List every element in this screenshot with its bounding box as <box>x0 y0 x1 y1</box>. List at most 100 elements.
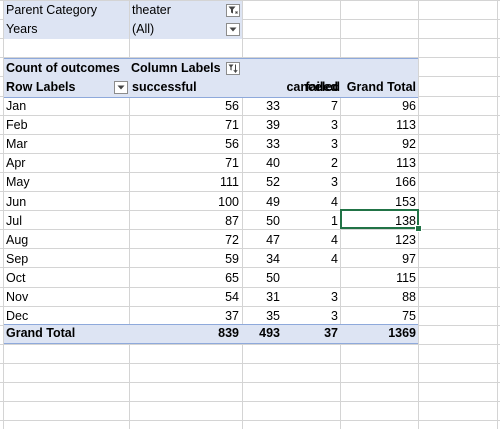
filter-label-parent-category: Parent Category <box>6 3 98 17</box>
row-divider <box>0 229 500 230</box>
years-filter-button[interactable] <box>226 23 240 36</box>
filter-value-parent-category: theater <box>132 3 171 17</box>
cell-failed[interactable]: 33 <box>266 137 280 151</box>
cell-canceled[interactable]: 4 <box>331 252 338 266</box>
cell-grand-total[interactable]: 153 <box>395 195 416 209</box>
row-label[interactable]: Feb <box>6 118 28 132</box>
cell-failed[interactable]: 40 <box>266 156 280 170</box>
cell-failed[interactable]: 49 <box>266 195 280 209</box>
cell-failed[interactable]: 52 <box>266 175 280 189</box>
row-labels-header: Row Labels <box>6 80 76 94</box>
filter-funnel-icon <box>228 6 238 14</box>
grand-total-canceled[interactable]: 37 <box>324 326 338 340</box>
value-field-header: Count of outcomes <box>6 61 120 75</box>
cell-canceled[interactable]: 2 <box>331 156 338 170</box>
cell-grand-total[interactable]: 92 <box>402 137 416 151</box>
cell-canceled[interactable]: 7 <box>331 99 338 113</box>
cell-canceled[interactable]: 3 <box>331 175 338 189</box>
cell-successful[interactable]: 56 <box>225 99 239 113</box>
cell-successful[interactable]: 111 <box>219 175 239 189</box>
column-labels-header: Column Labels <box>131 61 221 75</box>
row-label[interactable]: Sep <box>6 252 29 266</box>
filter-label-years: Years <box>6 22 38 36</box>
column-header-canceled: canceled <box>286 80 340 94</box>
row-label[interactable]: Aug <box>6 233 29 247</box>
row-label[interactable]: Apr <box>6 156 26 170</box>
row-label[interactable]: Jul <box>6 214 22 228</box>
column-divider <box>129 0 130 429</box>
row-divider <box>0 210 500 211</box>
cell-successful[interactable]: 56 <box>225 137 239 151</box>
cell-canceled[interactable]: 1 <box>331 214 338 228</box>
cell-failed[interactable]: 33 <box>266 99 280 113</box>
column-header-successful: successful <box>132 80 197 94</box>
cell-failed[interactable]: 31 <box>266 290 280 304</box>
cell-grand-total[interactable]: 138 <box>395 214 416 228</box>
cell-canceled[interactable] <box>280 269 338 288</box>
cell-failed[interactable]: 50 <box>266 214 280 228</box>
cell-canceled[interactable]: 3 <box>331 309 338 323</box>
filter-value-years: (All) <box>132 22 155 36</box>
cell-canceled[interactable]: 4 <box>331 233 338 247</box>
cell-successful[interactable]: 54 <box>225 290 239 304</box>
fill-handle[interactable] <box>415 225 422 232</box>
cell-successful[interactable]: 87 <box>225 214 239 228</box>
row-label[interactable]: Mar <box>6 137 28 151</box>
row-label[interactable]: Dec <box>6 309 29 323</box>
filter-sort-icon <box>228 64 238 73</box>
row-labels-filter-button[interactable] <box>114 81 128 94</box>
row-divider <box>0 267 500 268</box>
cell-grand-total[interactable]: 75 <box>402 309 416 323</box>
cell-grand-total[interactable]: 113 <box>396 118 416 132</box>
cell-successful[interactable]: 100 <box>218 195 239 209</box>
cell-canceled[interactable]: 3 <box>331 118 338 132</box>
cell-canceled[interactable]: 4 <box>331 195 338 209</box>
active-cell-selection[interactable] <box>340 209 419 229</box>
cell-grand-total[interactable]: 123 <box>395 233 416 247</box>
row-label[interactable]: Jun <box>6 195 27 209</box>
grand-total-total[interactable]: 1369 <box>388 326 416 340</box>
cell-successful[interactable]: 65 <box>225 271 239 285</box>
cell-failed[interactable]: 35 <box>266 309 280 323</box>
row-divider <box>0 134 500 135</box>
cell-successful[interactable]: 59 <box>225 252 239 266</box>
cell-failed[interactable]: 39 <box>266 118 280 132</box>
column-labels-filter-button[interactable] <box>226 62 240 75</box>
cell-successful[interactable]: 37 <box>225 309 239 323</box>
row-label[interactable]: Nov <box>6 290 29 304</box>
row-divider <box>0 344 500 345</box>
row-divider <box>0 248 500 249</box>
parent-category-filter-button[interactable] <box>226 4 240 17</box>
column-header-grand-total: Grand Total <box>346 80 416 94</box>
column-header-failed: failed <box>305 80 338 94</box>
cell-successful[interactable]: 71 <box>225 156 239 170</box>
cell-failed[interactable]: 34 <box>266 252 280 266</box>
row-divider <box>0 306 500 307</box>
cell-failed[interactable]: 50 <box>266 271 280 285</box>
cell-grand-total[interactable]: 115 <box>396 271 416 285</box>
row-divider <box>0 38 500 39</box>
column-divider <box>242 0 243 429</box>
row-label[interactable]: May <box>6 175 30 189</box>
cell-grand-total[interactable]: 96 <box>402 99 416 113</box>
cell-grand-total[interactable]: 97 <box>402 252 416 266</box>
grand-total-failed[interactable]: 493 <box>259 326 280 340</box>
cell-canceled[interactable]: 3 <box>331 290 338 304</box>
cell-failed[interactable]: 47 <box>266 233 280 247</box>
row-divider <box>0 19 500 20</box>
cell-grand-total[interactable]: 113 <box>396 156 416 170</box>
chevron-down-icon <box>117 85 125 90</box>
row-divider <box>0 57 500 58</box>
cell-successful[interactable]: 72 <box>225 233 239 247</box>
row-divider <box>0 401 500 402</box>
cell-grand-total[interactable]: 166 <box>395 175 416 189</box>
row-divider <box>0 172 500 173</box>
row-label[interactable]: Oct <box>6 271 26 285</box>
row-divider <box>0 287 500 288</box>
row-label[interactable]: Jan <box>6 99 27 113</box>
cell-grand-total[interactable]: 88 <box>402 290 416 304</box>
cell-successful[interactable]: 71 <box>225 118 239 132</box>
column-divider <box>497 0 498 429</box>
grand-total-successful[interactable]: 839 <box>218 326 239 340</box>
cell-canceled[interactable]: 3 <box>331 137 338 151</box>
